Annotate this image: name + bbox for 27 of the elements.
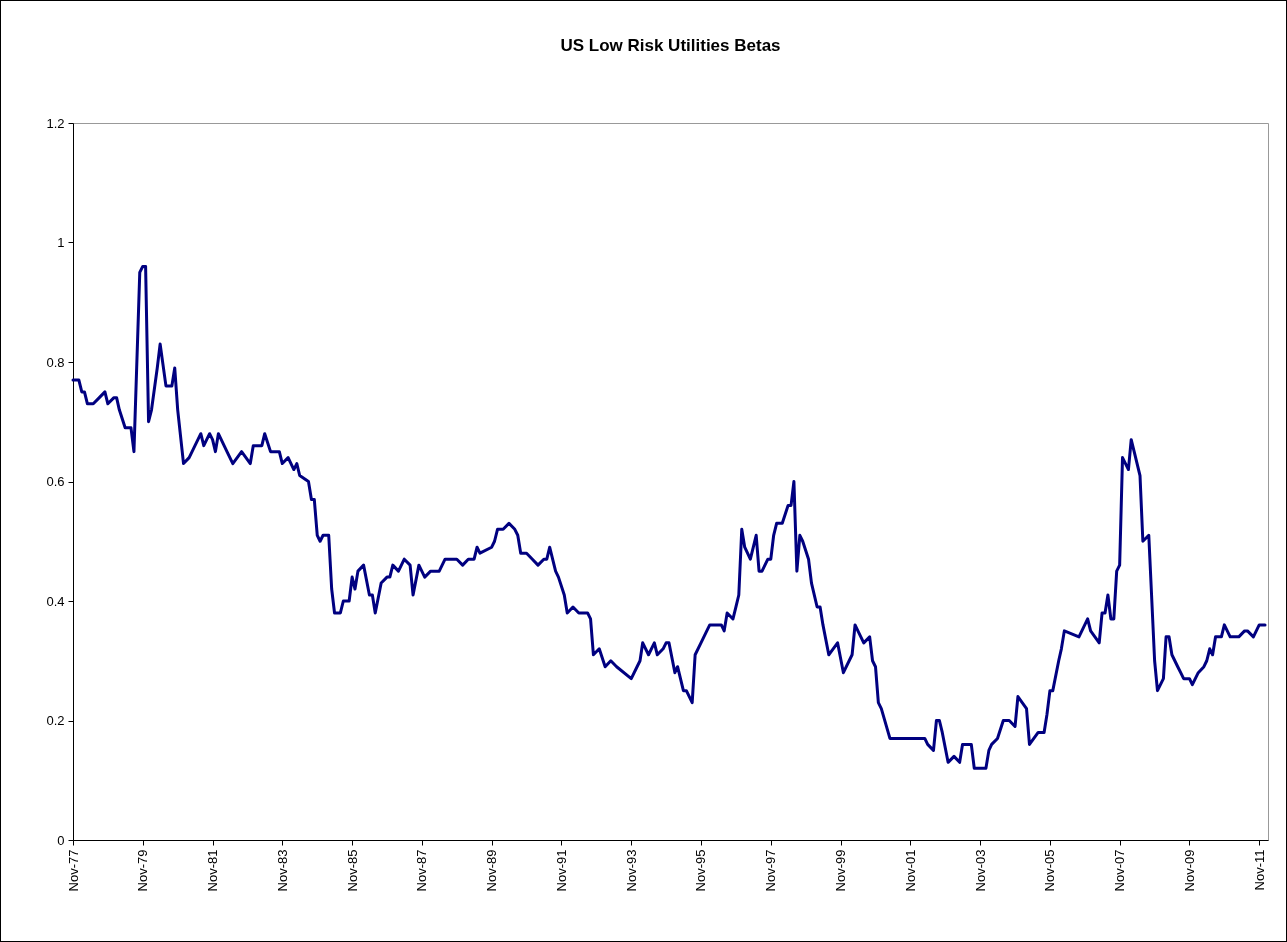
x-tick-label: Nov-93 [623, 849, 639, 892]
x-tick-label: Nov-85 [344, 849, 360, 892]
y-tick-label: 0.2 [46, 713, 65, 728]
chart-title: US Low Risk Utilities Betas [560, 36, 781, 55]
y-tick-label: 1 [57, 235, 65, 250]
y-tick-label: 0.6 [46, 474, 65, 489]
x-tick-label: Nov-83 [274, 849, 290, 892]
x-tick-label: Nov-91 [553, 849, 569, 892]
x-tick-label: Nov-99 [833, 849, 849, 892]
x-tick-label: Nov-81 [205, 849, 221, 892]
x-tick-label: Nov-77 [65, 849, 81, 892]
x-tick-label: Nov-07 [1112, 849, 1128, 892]
x-tick-label: Nov-79 [135, 849, 151, 892]
x-tick-label: Nov-87 [414, 849, 430, 892]
x-tick-label: Nov-03 [972, 849, 988, 892]
x-tick-label: Nov-01 [902, 849, 918, 892]
x-tick-label: Nov-97 [763, 849, 779, 892]
x-tick-label: Nov-89 [484, 849, 500, 892]
y-tick-label: 1.2 [46, 115, 65, 131]
x-tick-label: Nov-11 [1251, 849, 1267, 891]
y-tick-label: 0 [57, 832, 65, 848]
x-tick-label: Nov-05 [1042, 849, 1058, 892]
x-tick-label: Nov-95 [693, 849, 709, 892]
y-tick-label: 0.4 [46, 593, 65, 609]
x-tick-label: Nov-09 [1181, 849, 1197, 892]
y-tick-label: 0.8 [46, 354, 65, 370]
line-series [71, 264, 1267, 770]
